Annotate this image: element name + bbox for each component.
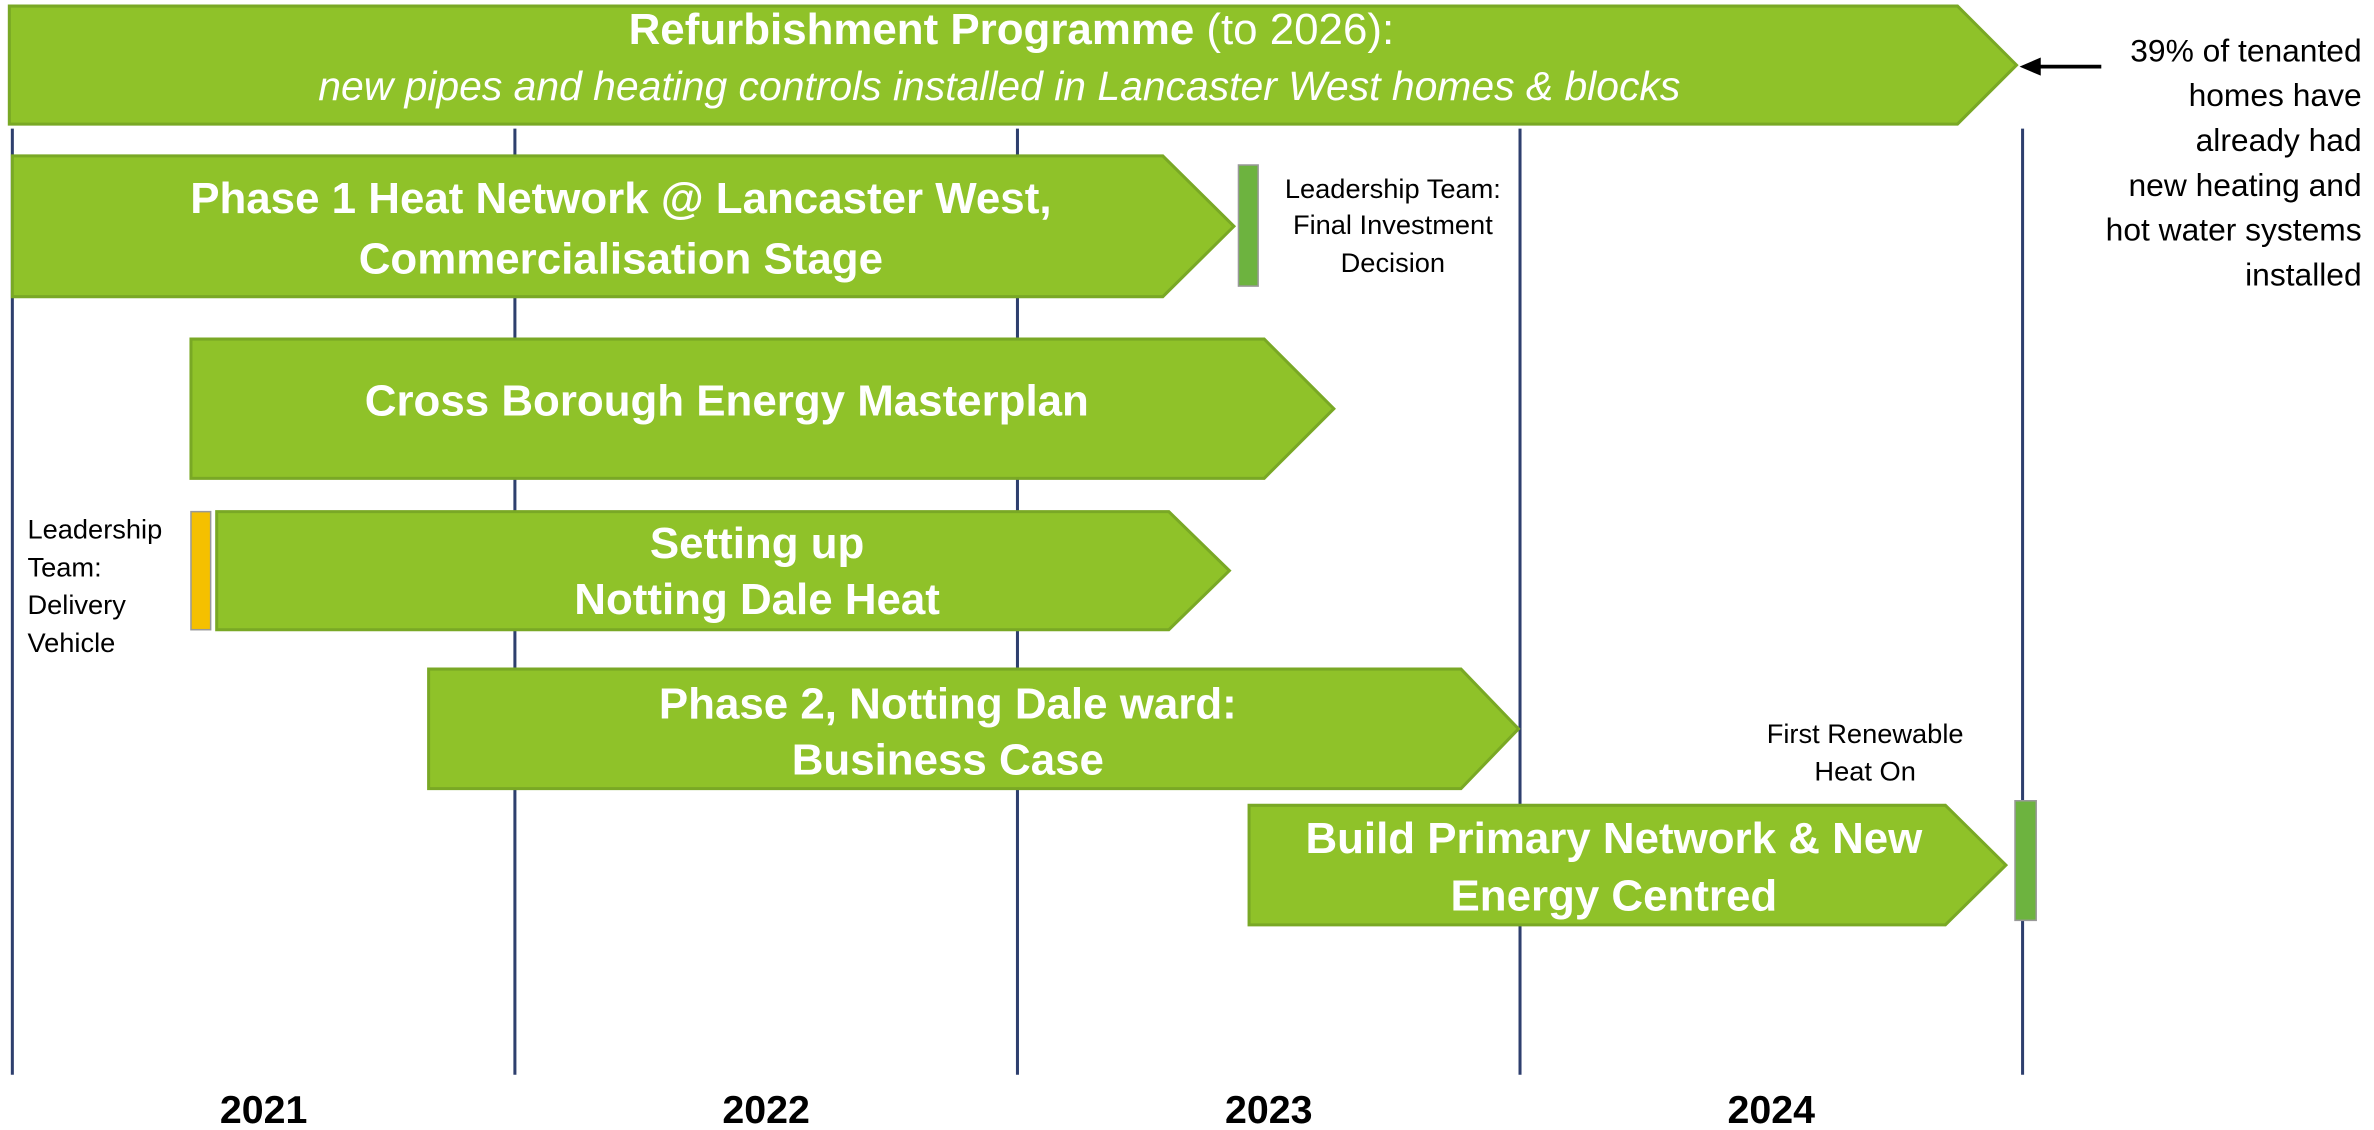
title: Refurbishment Programme bbox=[629, 4, 1195, 53]
note-line: new heating and bbox=[2129, 167, 2362, 203]
phase-label: Setting up bbox=[650, 519, 864, 568]
year-label: 2023 bbox=[1225, 1088, 1313, 1130]
phase-arrow bbox=[189, 337, 1336, 480]
phase-label: Energy Centred bbox=[1451, 872, 1778, 921]
phase-label: Commercialisation Stage bbox=[359, 234, 883, 283]
milestone-label: Team: bbox=[27, 551, 101, 582]
phase-arrow bbox=[1247, 803, 2009, 927]
milestone-marker bbox=[1237, 164, 1259, 287]
phase-label: Business Case bbox=[792, 736, 1104, 785]
milestone-label: Vehicle bbox=[27, 627, 115, 658]
note-line: already had bbox=[2196, 122, 2362, 158]
note-line: hot water systems bbox=[2106, 212, 2362, 248]
milestone-label: First Renewable bbox=[1767, 718, 1964, 749]
milestone-label: Decision bbox=[1341, 247, 1445, 278]
milestone-label: Heat On bbox=[1814, 756, 1915, 787]
milestone-label: Delivery bbox=[27, 589, 126, 620]
phase-arrow bbox=[427, 667, 1521, 791]
milestone-label: Final Investment bbox=[1293, 209, 1493, 240]
title-suffix: (to 2026): bbox=[1206, 4, 1394, 53]
phase-label: Phase 1 Heat Network @ Lancaster West, bbox=[190, 174, 1051, 223]
header-title: Refurbishment Programme (to 2026): bbox=[629, 4, 1395, 53]
note-pointer-head bbox=[2019, 57, 2041, 76]
phase-label: Notting Dale Heat bbox=[574, 575, 940, 624]
milestone-marker bbox=[2014, 800, 2037, 922]
milestone-label: Leadership bbox=[27, 514, 162, 545]
year-label: 2024 bbox=[1728, 1088, 1816, 1130]
phase-label: Cross Borough Energy Masterplan bbox=[365, 377, 1089, 426]
phase-label: Build Primary Network & New bbox=[1305, 814, 1923, 863]
year-label: 2021 bbox=[220, 1088, 308, 1130]
year-label: 2022 bbox=[722, 1088, 810, 1130]
content: Phase 1 Heat Network @ Lancaster West, Co… bbox=[10, 32, 2362, 1130]
phase-label: Phase 2, Notting Dale ward: bbox=[659, 680, 1237, 729]
refurbishment-arrow bbox=[7, 4, 2019, 126]
phase-arrow bbox=[10, 154, 1237, 299]
phase-arrow bbox=[215, 510, 1232, 632]
note-line: installed bbox=[2245, 256, 2362, 292]
milestone-marker bbox=[190, 510, 212, 631]
header-subtitle: new pipes and heating controls installed… bbox=[318, 63, 1680, 109]
note-line: 39% of tenanted bbox=[2130, 32, 2361, 68]
note-line: homes have bbox=[2189, 77, 2362, 113]
milestone-label: Leadership Team: bbox=[1285, 173, 1501, 204]
